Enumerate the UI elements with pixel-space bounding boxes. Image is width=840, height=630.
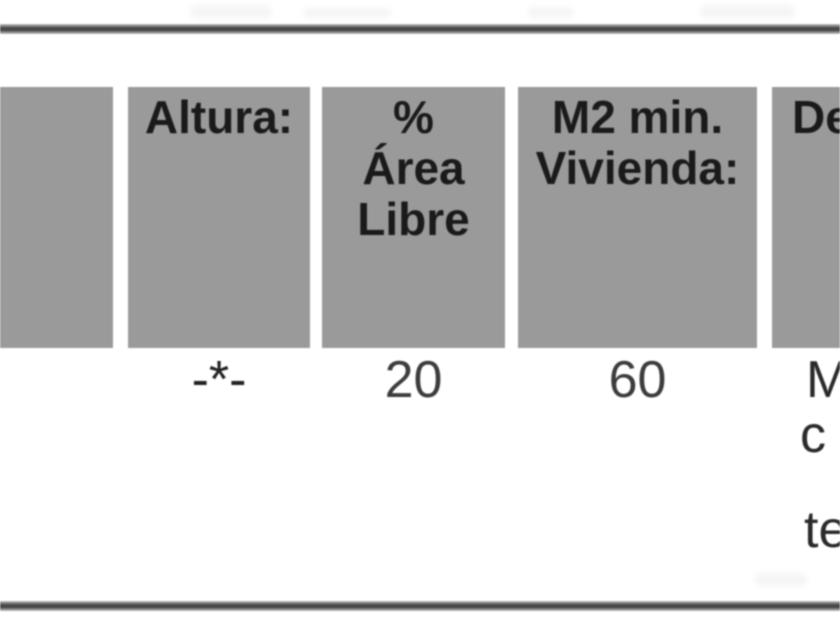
cell-text-fragment: c <box>800 406 826 464</box>
ghost-artifact <box>700 5 795 18</box>
header-cell-clipped: De <box>772 87 840 348</box>
ghost-artifact <box>755 573 807 586</box>
cell-value-m2-min: 60 <box>608 351 667 409</box>
header-label-m2-line2: Vivienda: <box>535 142 740 194</box>
ghost-artifact <box>190 5 272 18</box>
header-cell-m2-min-vivienda: M2 min. Vivienda: <box>518 87 757 348</box>
table-top-border <box>0 24 840 34</box>
header-label-area-line1: % <box>393 91 434 143</box>
header-label-clipped: De <box>792 91 840 143</box>
ghost-artifact <box>303 8 391 18</box>
header-cell-empty <box>0 87 113 348</box>
cell-text-fragment: te <box>804 501 840 559</box>
cell-text-fragment: M <box>806 351 840 409</box>
header-label-altura: Altura: <box>144 91 294 143</box>
header-cell-altura: Altura: <box>128 87 310 348</box>
header-label-m2-line1: M2 min. <box>551 91 724 143</box>
header-cell-area-libre: % Área Libre <box>322 87 505 348</box>
cell-value-altura: -*- <box>191 351 247 409</box>
cell-value-area-libre: 20 <box>384 351 443 409</box>
header-label-area-line2: Área <box>362 142 465 194</box>
table-bottom-border <box>0 601 840 611</box>
ghost-artifact <box>528 7 574 18</box>
header-label-area-line3: Libre <box>357 193 470 245</box>
